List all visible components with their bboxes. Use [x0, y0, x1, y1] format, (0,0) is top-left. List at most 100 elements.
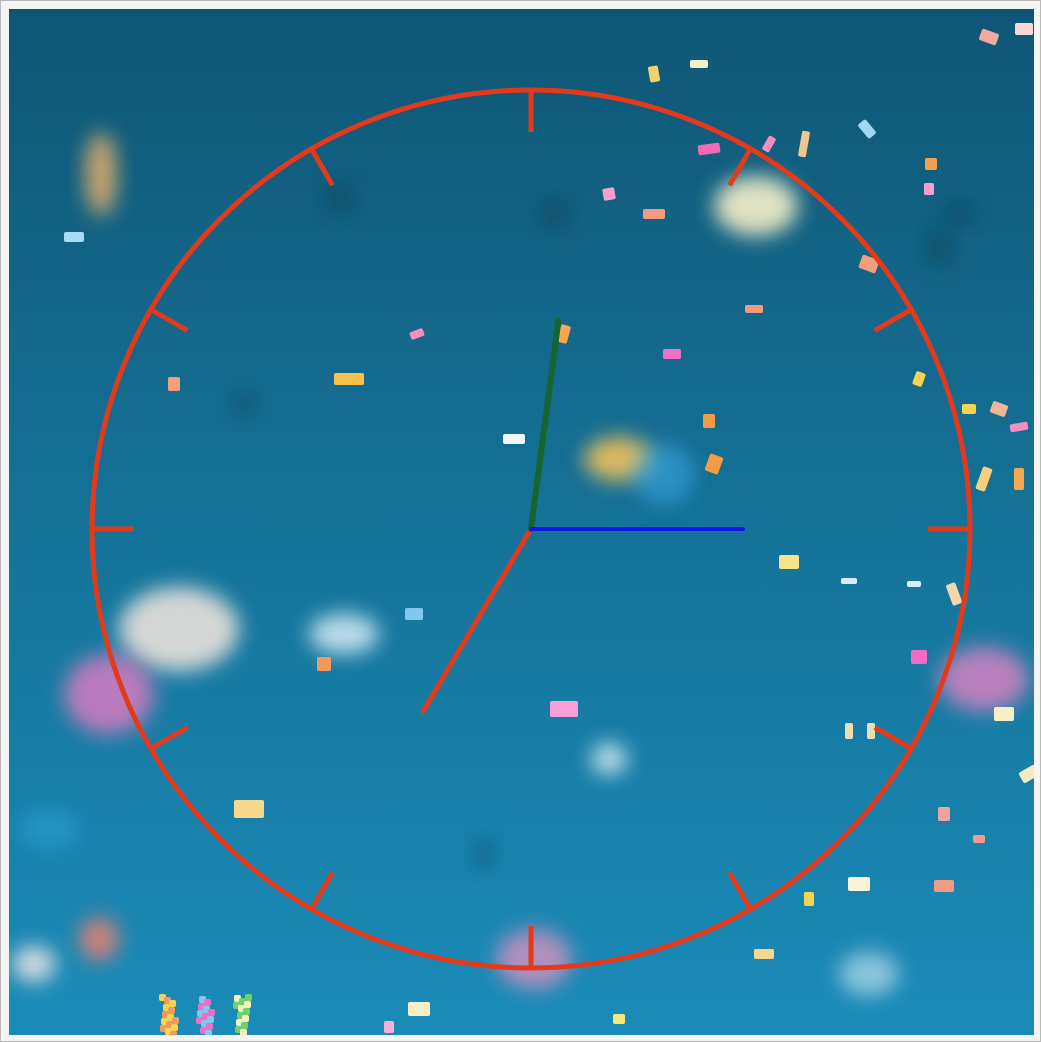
confetti-sprinkle: [171, 1024, 178, 1031]
clock-tick: [309, 147, 335, 187]
clock-canvas: [9, 9, 1034, 1035]
confetti-piece: [989, 401, 1009, 417]
confetti-sprinkle: [169, 1000, 176, 1007]
confetti-piece: [798, 130, 810, 158]
confetti-piece: [779, 555, 799, 569]
confetti-piece: [613, 1014, 625, 1024]
confetti-piece: [994, 707, 1014, 721]
confetti-blur: [325, 185, 353, 213]
confetti-piece: [924, 183, 934, 195]
confetti-blur: [85, 132, 117, 216]
confetti-piece: [317, 657, 331, 671]
confetti-blur: [634, 444, 694, 504]
confetti-blur: [230, 390, 258, 418]
confetti-piece: [1018, 765, 1034, 783]
confetti-piece: [602, 187, 616, 201]
confetti-piece: [845, 723, 853, 739]
confetti-piece: [745, 305, 763, 313]
confetti-blur: [714, 176, 798, 236]
confetti-piece: [704, 453, 724, 475]
confetti-piece: [234, 800, 264, 818]
confetti-piece: [1014, 468, 1024, 490]
confetti-piece: [912, 371, 926, 387]
confetti-piece: [697, 142, 721, 156]
confetti-sprinkle: [208, 1009, 215, 1016]
confetti-piece: [408, 1002, 430, 1016]
confetti-blur: [119, 587, 239, 671]
confetti-piece: [925, 158, 937, 170]
confetti-background: [12, 23, 1034, 1035]
confetti-piece: [911, 650, 927, 664]
confetti-sprinkle: [243, 1008, 250, 1015]
confetti-blur: [540, 200, 568, 228]
minute-hand: [528, 317, 562, 532]
confetti-piece: [648, 65, 660, 83]
confetti-blur: [309, 614, 379, 654]
clock-tick: [727, 147, 753, 187]
confetti-piece: [168, 377, 180, 391]
confetti-piece: [946, 582, 962, 606]
clock-tick: [873, 725, 913, 751]
clock-ticks: [92, 90, 970, 968]
confetti-piece: [938, 807, 950, 821]
confetti-piece: [557, 324, 571, 344]
confetti-piece: [663, 349, 681, 359]
confetti-piece: [690, 60, 708, 68]
confetti-blur: [474, 840, 494, 868]
confetti-piece: [867, 723, 875, 739]
confetti-blur: [496, 929, 572, 989]
confetti-piece: [858, 254, 880, 274]
confetti-piece: [64, 232, 84, 242]
confetti-piece: [804, 892, 814, 906]
analog-clock: [89, 87, 973, 971]
confetti-piece: [384, 1021, 394, 1033]
confetti-piece: [962, 404, 976, 414]
confetti-sprinkle: [168, 1007, 175, 1014]
confetti-piece: [1015, 23, 1033, 35]
confetti-sprinkle: [205, 1030, 212, 1035]
confetti-blur: [12, 946, 56, 982]
confetti-sprinkle: [242, 1015, 249, 1022]
confetti-sprinkle: [207, 1016, 214, 1023]
confetti-piece: [754, 949, 774, 959]
clock-tick: [727, 871, 753, 911]
confetti-piece: [762, 135, 776, 153]
confetti-piece: [405, 608, 423, 620]
confetti-piece: [848, 877, 870, 891]
clock-tick: [149, 725, 189, 751]
confetti-piece: [973, 835, 985, 843]
confetti-sprinkle: [245, 994, 252, 1001]
confetti-piece: [1009, 421, 1029, 433]
hour-hand: [420, 526, 534, 714]
confetti-blur: [19, 811, 79, 847]
confetti-sprinkle: [206, 1023, 213, 1030]
clock-tick: [873, 307, 913, 333]
confetti-piece: [503, 434, 525, 444]
confetti-piece: [979, 28, 999, 46]
confetti-piece: [841, 578, 857, 584]
confetti-blur: [839, 952, 899, 996]
confetti-piece: [334, 373, 364, 385]
confetti-piece: [409, 328, 425, 340]
confetti-piece: [703, 414, 715, 428]
confetti-piece: [975, 466, 993, 492]
confetti-sprinkle: [241, 1022, 248, 1029]
confetti-piece: [858, 119, 876, 139]
confetti-blur: [591, 743, 627, 775]
confetti-sprinkle: [170, 1031, 177, 1035]
confetti-piece: [907, 581, 921, 587]
confetti-blur: [927, 231, 951, 267]
confetti-sprinkle: [204, 999, 211, 1006]
confetti-piece: [934, 880, 954, 892]
confetti-blur: [939, 647, 1029, 711]
confetti-sprinkle: [172, 1017, 179, 1024]
confetti-sprinkle: [240, 1029, 247, 1035]
clock-tick: [149, 307, 189, 333]
confetti-piece: [643, 209, 665, 219]
confetti-piece: [550, 701, 578, 717]
confetti-blur: [79, 917, 119, 961]
confetti-sprinkle: [244, 1001, 251, 1008]
clock-tick: [309, 871, 335, 911]
confetti-blur: [943, 204, 975, 224]
